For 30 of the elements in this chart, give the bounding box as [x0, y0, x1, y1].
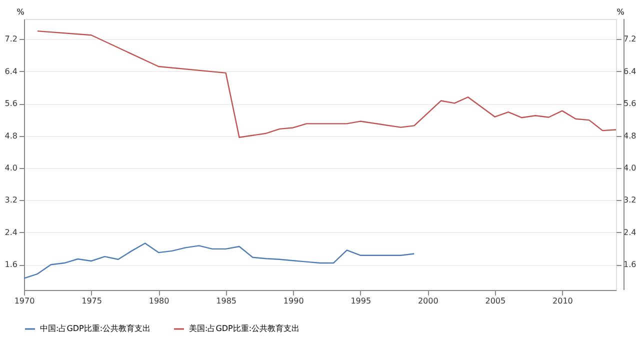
- y-tick-label: 4.8: [4, 131, 18, 140]
- y-tick-label: 2.4: [4, 228, 18, 237]
- y2-tick-label: 4.8: [624, 131, 636, 140]
- x-tick-label: 2010: [552, 296, 573, 306]
- legend-label: 中国:占GDP比重:公共教育支出: [40, 324, 151, 333]
- x-tick-label: 1990: [283, 296, 304, 306]
- y-tick-label: 1.6: [4, 260, 18, 270]
- y2-axis-title: %: [616, 8, 625, 16]
- y2-tick-label: 1.6: [624, 260, 636, 270]
- y-tick-label: 3.2: [4, 196, 18, 205]
- legend-label: 美国:占GDP比重:公共教育支出: [189, 324, 300, 333]
- line-series: [36, 30, 617, 138]
- x-tick-label: 1975: [82, 296, 102, 306]
- x-tick-label: 1980: [148, 296, 170, 306]
- x-tick-label: 1985: [216, 296, 236, 306]
- y2-tick-label: 7.2: [624, 34, 636, 44]
- y2-tick-label: 5.6: [624, 99, 636, 108]
- y-tick-label: 5.6: [4, 99, 18, 108]
- y2-tick-label: 2.4: [624, 228, 636, 237]
- y2-tick-label: 3.2: [624, 196, 636, 205]
- line-series: [23, 242, 415, 279]
- y-tick-label: 7.2: [4, 34, 18, 44]
- y-tick-label: 6.4: [4, 66, 18, 76]
- x-tick-label: 1995: [350, 296, 372, 306]
- x-tick-label: 2005: [485, 296, 506, 306]
- x-tick-label: 2000: [418, 296, 438, 306]
- y-axis-title: %: [16, 8, 25, 16]
- y2-tick-label: 4.0: [624, 163, 636, 172]
- x-tick-label: 1970: [14, 296, 35, 306]
- y-tick-label: 4.0: [4, 163, 18, 172]
